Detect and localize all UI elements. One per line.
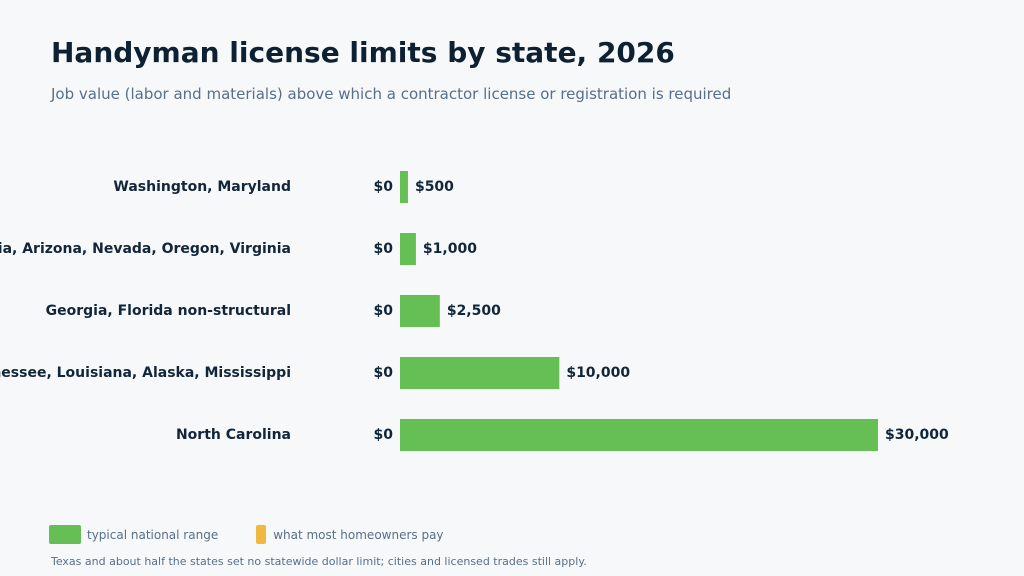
bar-low-label: $0 (374, 179, 394, 195)
category-label: North Carolina (176, 427, 291, 443)
bar-value-label: $10,000 (566, 365, 630, 381)
range-bar (400, 233, 416, 265)
bar-value-label: $500 (415, 179, 454, 195)
chart-footnote: Texas and about half the states set no s… (51, 555, 587, 568)
legend-item-range: typical national range (49, 525, 218, 544)
legend-swatch-range (49, 525, 81, 544)
bar-low-label: $0 (374, 303, 394, 319)
range-bar (400, 171, 408, 203)
bar-low-label: $0 (374, 365, 394, 381)
range-bar (400, 419, 878, 451)
range-bar (400, 295, 440, 327)
category-label: California, Arizona, Nevada, Oregon, Vir… (0, 241, 291, 257)
legend-item-typical: what most homeowners pay (256, 525, 444, 544)
category-label: Washington, Maryland (113, 179, 291, 195)
legend-label-range: typical national range (87, 527, 219, 542)
bar-low-label: $0 (374, 241, 394, 257)
bar-value-label: $2,500 (447, 303, 501, 319)
category-label: Tennessee, Louisiana, Alaska, Mississipp… (0, 365, 291, 381)
chart-subtitle: Job value (labor and materials) above wh… (51, 85, 732, 103)
chart-title: Handyman license limits by state, 2026 (51, 36, 675, 69)
range-bar (400, 357, 560, 389)
bar-value-label: $1,000 (423, 241, 477, 257)
legend-label-typical: what most homeowners pay (273, 527, 444, 542)
category-label: Georgia, Florida non-structural (46, 303, 291, 319)
bar-value-label: $30,000 (885, 427, 949, 443)
chart-legend: typical national range what most homeown… (49, 525, 482, 544)
legend-swatch-typical (256, 525, 267, 544)
bar-low-label: $0 (374, 427, 394, 443)
